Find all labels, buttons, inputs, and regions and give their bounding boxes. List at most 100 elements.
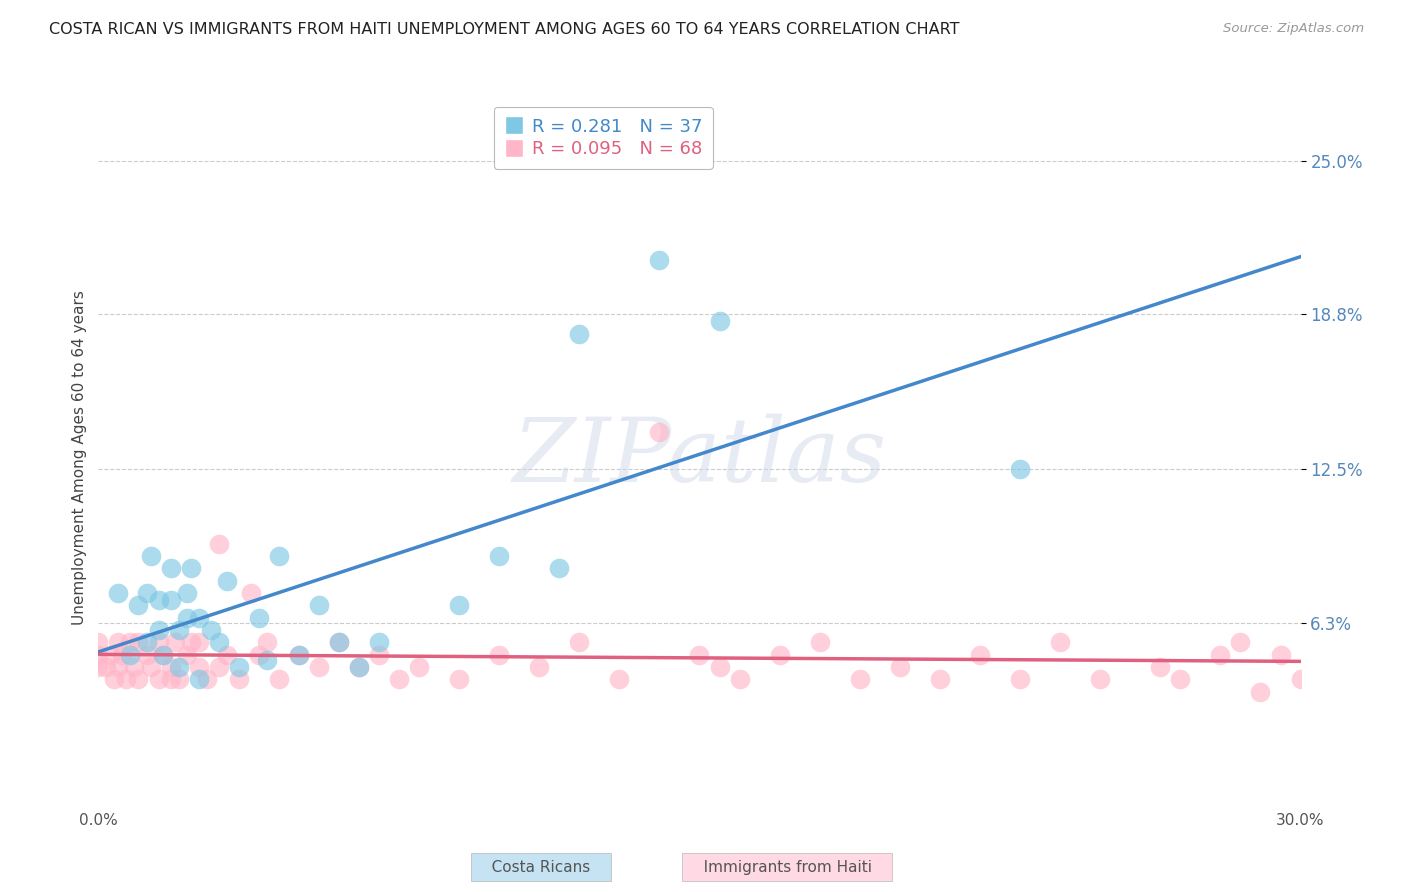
Point [267,549,290,563]
Point [228,660,250,674]
Point [368,635,391,649]
Point [124,660,146,674]
Point [929,673,952,687]
Text: Source: ZipAtlas.com: Source: ZipAtlas.com [1223,22,1364,36]
Point [176,586,198,600]
Point [103,673,125,687]
Point [148,673,170,687]
Point [709,660,731,674]
Point [568,326,591,341]
Point [148,623,170,637]
Point [308,599,330,613]
Point [648,425,671,440]
Point [187,660,209,674]
Point [969,648,991,662]
Point [239,586,262,600]
Point [1289,673,1312,687]
Point [849,673,872,687]
Point [96,660,118,674]
Point [308,660,330,674]
Point [139,660,162,674]
Point [180,561,202,575]
Point [447,673,470,687]
Point [111,648,134,662]
Point [688,648,710,662]
Point [288,648,311,662]
Point [328,635,350,649]
Point [247,610,270,624]
Point [180,635,202,649]
Point [1270,648,1292,662]
Point [167,623,190,637]
Point [1170,673,1192,687]
Point [187,635,209,649]
Point [208,660,231,674]
Point [648,252,671,267]
Point [200,623,222,637]
Point [107,660,129,674]
Point [609,673,631,687]
Point [120,648,142,662]
Point [347,660,370,674]
Point [167,660,190,674]
Point [115,673,138,687]
Legend: R = 0.281   N = 37, R = 0.095   N = 68: R = 0.281 N = 37, R = 0.095 N = 68 [494,107,713,169]
Point [135,648,157,662]
Point [568,635,591,649]
Point [247,648,270,662]
Point [267,673,290,687]
Point [87,648,110,662]
Point [488,549,510,563]
Point [228,673,250,687]
Text: COSTA RICAN VS IMMIGRANTS FROM HAITI UNEMPLOYMENT AMONG AGES 60 TO 64 YEARS CORR: COSTA RICAN VS IMMIGRANTS FROM HAITI UNE… [49,22,960,37]
Point [159,660,181,674]
Point [120,635,142,649]
Point [808,635,831,649]
Point [1088,673,1111,687]
Point [107,586,129,600]
Point [87,660,110,674]
Point [87,635,110,649]
Point [195,673,218,687]
Point [347,660,370,674]
Point [176,610,198,624]
Point [1010,673,1032,687]
Point [187,610,209,624]
Point [1010,462,1032,476]
Point [328,635,350,649]
Point [159,593,181,607]
Point [159,673,181,687]
Point [1250,684,1272,698]
Point [256,635,278,649]
Point [176,648,198,662]
Point [208,536,231,550]
Point [548,561,571,575]
Point [128,635,150,649]
Text: Costa Ricans: Costa Ricans [478,860,605,874]
Point [148,635,170,649]
Point [107,635,129,649]
Point [256,652,278,666]
Point [187,673,209,687]
Point [288,648,311,662]
Point [488,648,510,662]
Point [1209,648,1232,662]
Point [215,648,238,662]
Point [889,660,911,674]
Point [215,574,238,588]
Point [139,549,162,563]
Point [167,673,190,687]
Point [728,673,751,687]
Point [388,673,411,687]
Point [128,673,150,687]
Point [447,599,470,613]
Y-axis label: Unemployment Among Ages 60 to 64 years: Unemployment Among Ages 60 to 64 years [72,290,87,624]
Point [128,599,150,613]
Text: Immigrants from Haiti: Immigrants from Haiti [689,860,886,874]
Point [408,660,430,674]
Point [100,648,122,662]
Point [148,593,170,607]
Point [152,648,174,662]
Point [529,660,551,674]
Point [768,648,790,662]
